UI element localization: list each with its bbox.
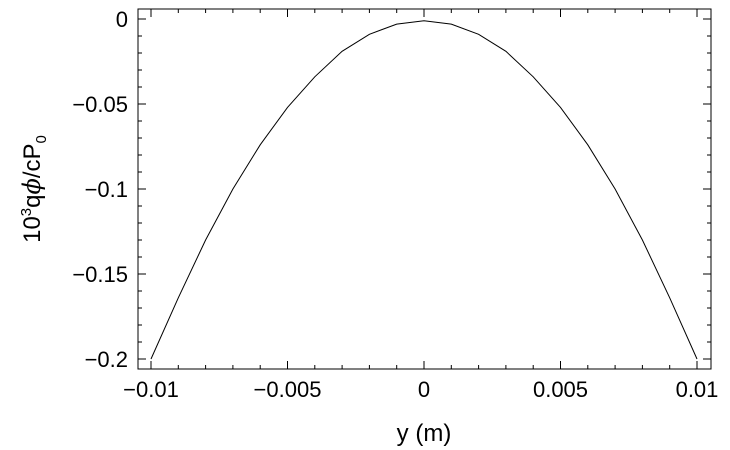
x-tick-label: 0.005: [533, 377, 588, 402]
y-axis-label: 103qϕ/cP0: [18, 135, 50, 243]
x-axis-ticks: −0.01 −0.005 0 0.005 0.01: [123, 9, 718, 402]
x-tick-label: 0.01: [676, 377, 719, 402]
y-tick-label: 0: [116, 7, 128, 32]
plot-frame: [137, 8, 712, 370]
y-tick-label: −0.15: [72, 262, 128, 287]
series-line: [150, 20, 698, 360]
y-label-prefix: 10: [19, 216, 46, 243]
y-tick-label: −0.1: [85, 177, 128, 202]
y-label-exponent: 3: [18, 208, 35, 216]
x-tick-label: −0.005: [254, 377, 322, 402]
y-label-phi: ϕ: [18, 178, 46, 194]
y-axis-ticks: 0 −0.05 −0.1 −0.15 −0.2: [72, 7, 711, 372]
y-label-middle: q: [19, 194, 46, 207]
x-tick-label: −0.01: [123, 377, 179, 402]
y-tick-label: −0.2: [85, 347, 128, 372]
x-tick-label: 0: [418, 377, 430, 402]
y-label-subscript: 0: [33, 135, 50, 143]
y-label-tail: /cP: [19, 143, 46, 178]
x-axis-label: y (m): [397, 420, 452, 447]
y-tick-label: −0.05: [72, 92, 128, 117]
